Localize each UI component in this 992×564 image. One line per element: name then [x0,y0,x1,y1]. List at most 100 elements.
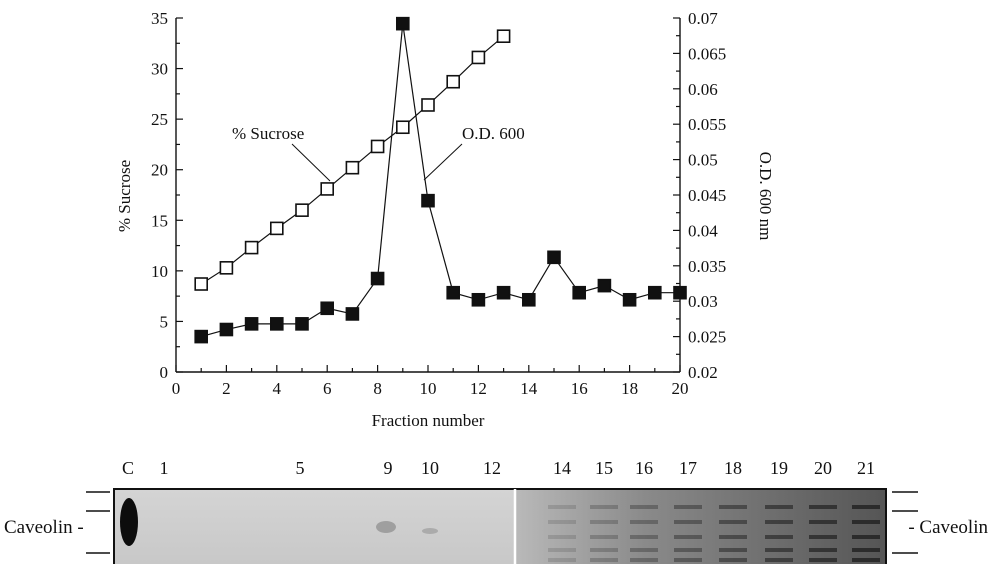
od600-point [244,317,259,331]
lane-band [765,505,793,509]
lane-label: 5 [296,458,305,478]
od600-point [320,301,335,316]
lane-label: 18 [724,458,742,478]
lane-band [590,520,618,524]
left-tick-label: 15 [151,211,168,230]
lane-band [809,548,837,552]
od600-point [521,292,536,307]
od600-point [471,292,486,307]
od600-point [345,307,360,321]
sucrose-point [345,160,360,175]
lane-band [719,558,747,562]
x-tick-label: 6 [323,379,332,398]
blot-frame [113,488,887,564]
lane-band [590,548,618,552]
left-tick-label: 5 [160,312,169,331]
lane-band [630,535,658,539]
fraction-9-band [376,521,396,533]
fraction-10-band [422,528,438,534]
left-tick-label: 10 [151,262,168,281]
lane-label: 1 [160,458,169,478]
od600-point [219,322,234,337]
lane-label: 16 [635,458,653,478]
left-tick-label: 35 [151,9,168,28]
right-axis-label: O.D. 600 nm [756,152,775,241]
lane-band [852,548,880,552]
od600-point [572,285,587,300]
lane-band [809,558,837,562]
lane-band [630,548,658,552]
sucrose-point [496,29,511,44]
sucrose-point [421,98,435,112]
lane-band [809,505,837,509]
sucrose-point [446,74,461,89]
x-tick-label: 20 [672,379,689,398]
sucrose-point [395,120,410,135]
right-tick-label: 0.03 [688,292,718,311]
lane-label: C [122,458,134,478]
x-tick-label: 4 [273,379,282,398]
lane-label: 9 [384,458,393,478]
x-tick-label: 16 [571,379,588,398]
x-ticks: 0 2 4 6 8 10 12 14 16 18 20 [172,365,689,398]
od600-point [446,285,461,300]
od600-point [496,285,511,300]
lane-band [630,505,658,509]
sucrose-point [244,240,259,255]
lane-band [765,548,793,552]
right-tick-label: 0.05 [688,151,718,170]
left-tick-label: 30 [151,60,168,79]
dark-lane-bands [548,505,880,562]
sucrose-point [471,50,486,65]
sucrose-point [320,182,335,196]
lane-band [674,535,702,539]
od600-point [622,292,637,307]
left-tick-label: 20 [151,161,168,180]
western-blot: C 1 5 9 10 12 14 15 16 17 18 19 20 21 Caveolin - [4,458,988,564]
series-layer [194,16,687,344]
lane-band [548,558,576,562]
x-tick-label: 2 [222,379,231,398]
right-ticks: 0.02 0.025 0.03 0.035 0.04 0.045 0.05 0.055 0.06… [673,9,726,382]
lane-band [852,505,880,509]
lane-labels: C 1 5 9 10 12 14 15 16 17 18 19 20 21 [122,458,875,478]
lane-band [590,558,618,562]
sucrose-point [295,203,309,217]
x-tick-label: 18 [621,379,638,398]
sucrose-point [194,277,208,291]
lane-band [674,520,702,524]
lane-band [548,548,576,552]
lane-band [590,535,618,539]
lane-label: 15 [595,458,613,478]
lane-band [674,505,702,509]
caveolin-right-label: - Caveolin [908,517,988,538]
control-band [120,498,138,546]
sucrose-point [370,139,385,154]
od600-point [673,285,687,300]
od600-point [395,16,410,31]
lane-band [674,558,702,562]
lane-band [719,548,747,552]
od600-point [421,193,435,208]
lane-band [765,535,793,539]
right-tick-label: 0.055 [688,115,726,134]
lane-band [590,505,618,509]
lane-label: 20 [814,458,832,478]
right-tick-label: 0.07 [688,9,718,28]
od-annotation-pointer [423,143,463,181]
lane-band [719,505,747,509]
lane-band [719,535,747,539]
lane-label: 21 [857,458,875,478]
lane-band [548,520,576,524]
od600-point [194,329,208,344]
sucrose-annotation: % Sucrose [232,124,304,143]
left-axis-label: % Sucrose [115,160,134,232]
x-tick-label: 10 [420,379,437,398]
x-tick-label: 12 [470,379,487,398]
left-ticks: 0 5 10 15 20 25 30 35 [151,9,183,382]
lane-band [852,558,880,562]
od600-point [295,317,309,331]
lane-label: 10 [421,458,439,478]
